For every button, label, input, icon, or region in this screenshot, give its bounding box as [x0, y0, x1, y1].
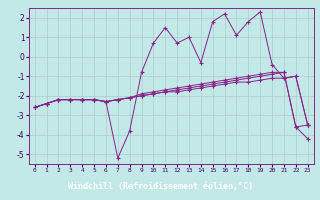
Text: Windchill (Refroidissement éolien,°C): Windchill (Refroidissement éolien,°C): [68, 182, 252, 191]
